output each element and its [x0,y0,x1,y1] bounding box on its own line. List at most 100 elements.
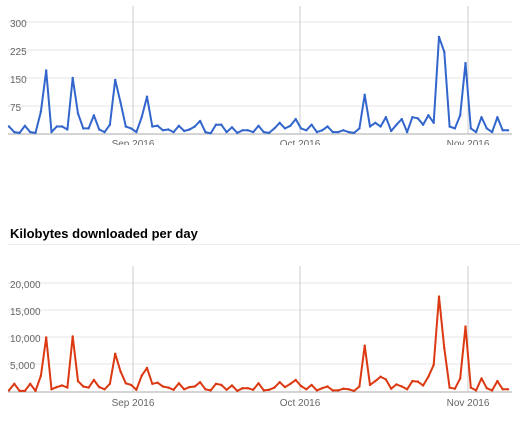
data-point [358,127,361,130]
data-point [278,381,281,384]
data-point [501,388,504,391]
data-point [161,129,165,132]
data-point [119,370,122,373]
y-tick-label: 75 [10,103,22,114]
data-point [204,130,207,134]
data-point [326,385,329,388]
data-point [167,386,170,389]
data-point [496,379,499,383]
data-point [326,125,329,128]
x-tick-labels: Sep 2016 Oct 2016 Nov 2016 [112,139,490,145]
data-point [331,389,334,392]
data-point [246,129,250,132]
data-point [18,131,21,135]
data-point [172,130,175,134]
data-point [50,130,53,134]
data-point [390,129,393,133]
data-point [411,116,414,119]
data-point [358,385,361,388]
data-point [379,375,382,378]
data-point [453,127,457,130]
data-point [198,381,202,384]
data-point [156,124,159,128]
data-point [390,387,393,390]
data-point [140,116,143,119]
data-point [45,336,48,339]
data-point [347,388,350,391]
data-point [82,385,85,388]
data-point [145,95,149,98]
data-point [214,382,218,385]
data-point [374,121,377,125]
data-point [76,379,80,383]
data-point [480,116,483,119]
data-point [129,383,133,387]
data-point [129,127,133,130]
data-point [114,78,117,82]
data-point [29,130,32,134]
data-point [230,126,234,129]
data-point [257,124,260,128]
data-point [34,389,37,393]
data-point [230,384,234,387]
data-point [45,69,48,72]
data-point [480,377,483,380]
data-point [257,382,260,385]
data-point [501,129,504,132]
data-point [214,123,218,126]
data-point [39,374,43,377]
data-point [7,389,11,392]
data-point [98,128,101,131]
data-point [453,387,457,390]
data-point [469,127,472,130]
data-point [267,131,271,135]
data-point [220,123,223,126]
y-tick-label: 150 [10,75,27,86]
data-point [363,93,366,97]
data-point [273,127,276,130]
series-line [8,35,508,135]
data-point [405,130,409,134]
data-point [294,117,297,121]
x-tick-label: Nov 2016 [447,398,490,409]
data-point [411,379,414,383]
data-point [464,325,467,328]
data-point [18,389,21,393]
data-point [283,385,287,389]
downloads-line-chart: 20,000 15,000 10,000 5,000 Sep 2016 Oct 2016… [7,266,512,409]
data-point [342,387,345,390]
data-point [108,123,112,126]
y-gridlines [8,282,512,365]
data-point [273,386,276,389]
data-point [278,121,281,125]
data-point [289,124,292,128]
data-point [204,388,207,391]
data-point [87,386,90,389]
data-point [395,123,398,126]
data-point [416,117,419,120]
data-point [405,388,409,391]
data-point [103,130,106,134]
data-point [384,378,388,381]
data-point [459,377,462,380]
data-point [448,125,451,128]
data-point [352,131,356,135]
data-point [464,61,467,65]
data-point [114,352,117,355]
data-point [315,389,319,392]
data-point [283,127,287,130]
data-point [379,125,382,128]
data-point [124,382,128,385]
data-point [71,76,74,80]
data-point [135,388,138,391]
data-point [400,385,403,388]
data-point [124,125,128,128]
data-point [336,130,340,134]
data-point [421,123,425,126]
data-point [506,388,510,391]
data-point [352,389,356,393]
data-point [490,389,494,392]
data-point [347,130,350,134]
data-point [167,128,170,131]
data-point [294,378,297,382]
